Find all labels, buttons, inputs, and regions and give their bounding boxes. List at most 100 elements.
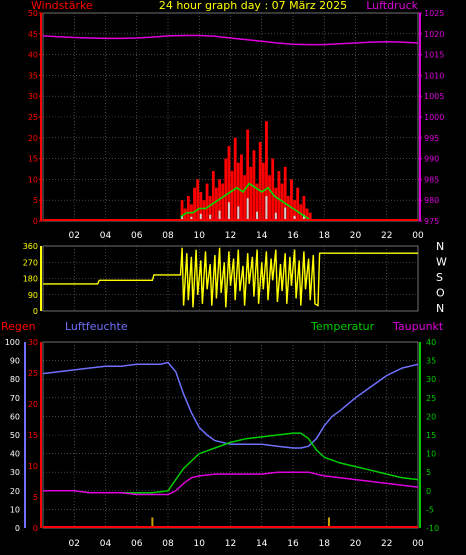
humidity-line [42,361,419,449]
climate-panel-x-tick-label: 10 [194,539,206,549]
wind-gust-bar [296,187,300,221]
pressure-y-tick-label: 980 [424,196,439,205]
wind-gust-bar [243,175,246,221]
wind-gust-bar [230,171,234,221]
temperature-y-tick-label: 10 [426,450,436,459]
wind-gust-bar [286,196,290,221]
wind-gust-bar [224,158,228,221]
rain-y-tick-label: 30 [28,338,38,347]
wind-panel-x-tick-label: 00 [412,231,424,241]
wind-panel-x-tick-label: 18 [319,231,331,241]
wind-gust-bar [218,179,221,221]
climate-panel-x-tick-label: 04 [100,539,112,549]
direction-y-tick-label: 90 [28,291,38,300]
wind-gust-bar [290,179,293,221]
wind-low-bar [246,198,249,221]
rain-bar [151,517,154,528]
temperature-y-tick-label: 15 [426,431,436,440]
humidity-y-tick-label: 0 [15,524,20,533]
wind-gust-bar [236,162,240,221]
wind-gust-bar [249,166,253,221]
wind-gust-bar [271,158,275,221]
climate-panel-x-tick-label: 06 [131,539,143,549]
wind-y-tick-label: 0 [33,217,38,226]
wind-gust-bar [240,154,243,221]
rain-y-tick-label: 25 [28,369,38,378]
wind-panel-x-tick-label: 10 [194,231,206,241]
pressure-y-tick-label: 1025 [424,9,444,18]
rain-y-tick-label: 20 [28,400,38,409]
humidity-y-tick-label: 70 [10,394,20,403]
wind-gust-bar [302,196,306,221]
climate-panel-x-tick-label: 16 [287,539,299,549]
compass-label: W [436,256,447,269]
wind-gust-bar [258,141,262,221]
wind-low-bar [293,215,296,221]
direction-y-tick-label: 360 [23,242,38,251]
compass-label: S [436,271,443,284]
temperature-y-tick-label: 0 [426,487,431,496]
wind-panel-x-tick-label: 16 [287,231,299,241]
wind-low-bar [265,196,268,221]
compass-label: O [436,287,445,300]
wind-gust-bar [205,183,209,221]
wind-gust-bar [233,137,237,221]
wind-low-bar [209,214,212,221]
wind-panel-x-tick-label: 08 [162,231,174,241]
wind-panel-x-tick-label: 12 [225,231,236,241]
humidity-y-tick-label: 100 [5,338,20,347]
humidity-y-tick-label: 20 [10,487,20,496]
wind-low-bar [199,213,202,221]
wind-panel-x-tick-label: 14 [256,231,268,241]
pressure-y-tick-label: 1020 [424,30,444,39]
rain-y-tick-label: 10 [28,462,38,471]
pressure-line [42,34,419,46]
wind-low-bar [256,211,259,221]
wind-gust-bar [305,208,309,221]
temperature-y-tick-label: 20 [426,412,436,421]
wind-y-tick-label: 35 [28,71,38,80]
pressure-y-tick-label: 1015 [424,51,444,60]
wind-low-bar [190,216,193,221]
wind-gust-bar [299,204,303,221]
wind-y-tick-label: 25 [28,113,38,122]
wind-gust-bar [261,162,265,221]
climate-panel-x-tick-label: 22 [381,539,392,549]
pressure-axis-title: Luftdruck [366,0,418,12]
humidity-y-tick-label: 50 [10,431,20,440]
rain-axis-title: Regen [1,320,36,333]
wind-low-bar [237,206,240,221]
wind-gust-bar [277,171,281,221]
climate-panel-x-tick-label: 08 [162,539,174,549]
temperature-y-tick-label: 40 [426,338,436,347]
wind-gust-bar [183,208,187,221]
climate-panel-x-tick-label: 18 [319,539,331,549]
temperature-y-tick-label: 25 [426,394,436,403]
wind-gust-bar [196,179,200,221]
wind-gust-bar [227,146,231,221]
wind-gust-bar [221,183,225,221]
humidity-y-tick-label: 10 [10,505,20,514]
climate-panel-x-tick-label: 12 [225,539,236,549]
wind-gust-bar [211,171,215,221]
wind-gust-bar [180,200,184,221]
pressure-y-tick-label: 995 [424,134,439,143]
direction-y-tick-label: 0 [33,307,38,316]
wind-direction-line [43,247,418,308]
wind-gust-bar [293,200,296,221]
pressure-y-tick-label: 1005 [424,92,444,101]
climate-panel-x-tick-label: 14 [256,539,268,549]
pressure-y-tick-label: 990 [424,155,439,164]
wind-y-tick-label: 15 [28,155,38,164]
humidity-y-tick-label: 90 [10,357,20,366]
temperature-y-tick-label: -10 [426,524,439,533]
rain-y-tick-label: 5 [33,493,38,502]
wind-gust-bar [268,175,271,221]
wind-gust-bar [186,196,190,221]
wind-y-tick-label: 10 [28,175,38,184]
temperature-y-tick-label: 5 [426,468,431,477]
wind-gust-bar [255,183,259,221]
wind-gust-bar [208,196,212,221]
wind-gust-bar [215,187,218,221]
